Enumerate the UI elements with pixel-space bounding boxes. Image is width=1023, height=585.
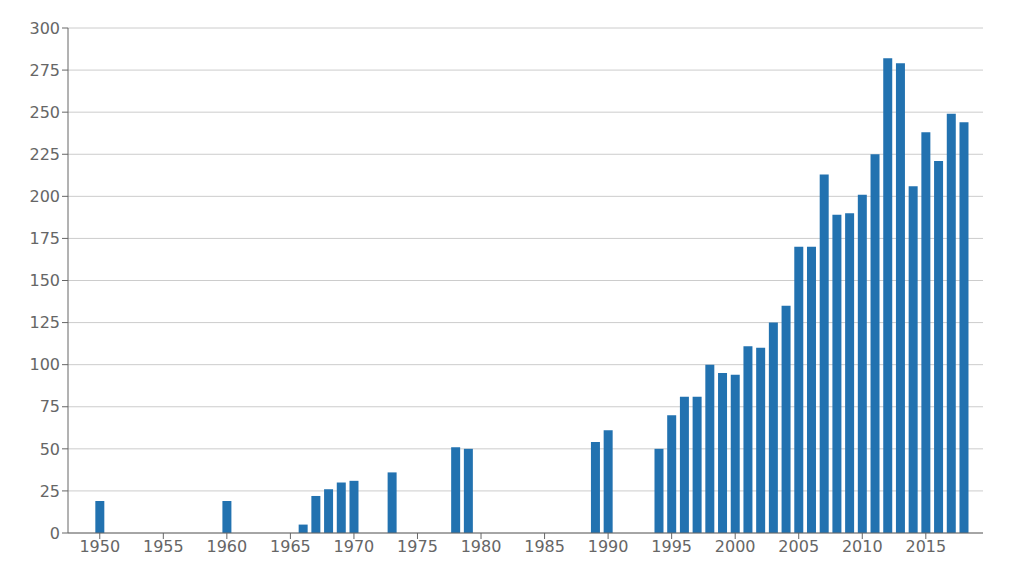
svg-text:1985: 1985 — [524, 537, 565, 556]
svg-text:25: 25 — [40, 482, 60, 501]
svg-text:50: 50 — [40, 440, 60, 459]
svg-text:250: 250 — [29, 103, 60, 122]
svg-text:150: 150 — [29, 271, 60, 290]
svg-text:175: 175 — [29, 229, 60, 248]
svg-text:1970: 1970 — [334, 537, 375, 556]
svg-text:1965: 1965 — [270, 537, 311, 556]
svg-text:1990: 1990 — [588, 537, 629, 556]
svg-text:2010: 2010 — [842, 537, 883, 556]
svg-text:300: 300 — [29, 19, 60, 38]
svg-text:225: 225 — [29, 145, 60, 164]
svg-text:125: 125 — [29, 313, 60, 332]
svg-text:2000: 2000 — [715, 537, 756, 556]
svg-text:275: 275 — [29, 61, 60, 80]
svg-text:100: 100 — [29, 355, 60, 374]
svg-text:1960: 1960 — [206, 537, 247, 556]
svg-text:75: 75 — [40, 397, 60, 416]
svg-text:200: 200 — [29, 187, 60, 206]
svg-text:0: 0 — [50, 524, 60, 543]
svg-text:1980: 1980 — [461, 537, 502, 556]
svg-text:1950: 1950 — [79, 537, 120, 556]
svg-text:2015: 2015 — [905, 537, 946, 556]
svg-text:2005: 2005 — [778, 537, 819, 556]
svg-text:1975: 1975 — [397, 537, 438, 556]
svg-text:1995: 1995 — [651, 537, 692, 556]
svg-text:1955: 1955 — [143, 537, 184, 556]
